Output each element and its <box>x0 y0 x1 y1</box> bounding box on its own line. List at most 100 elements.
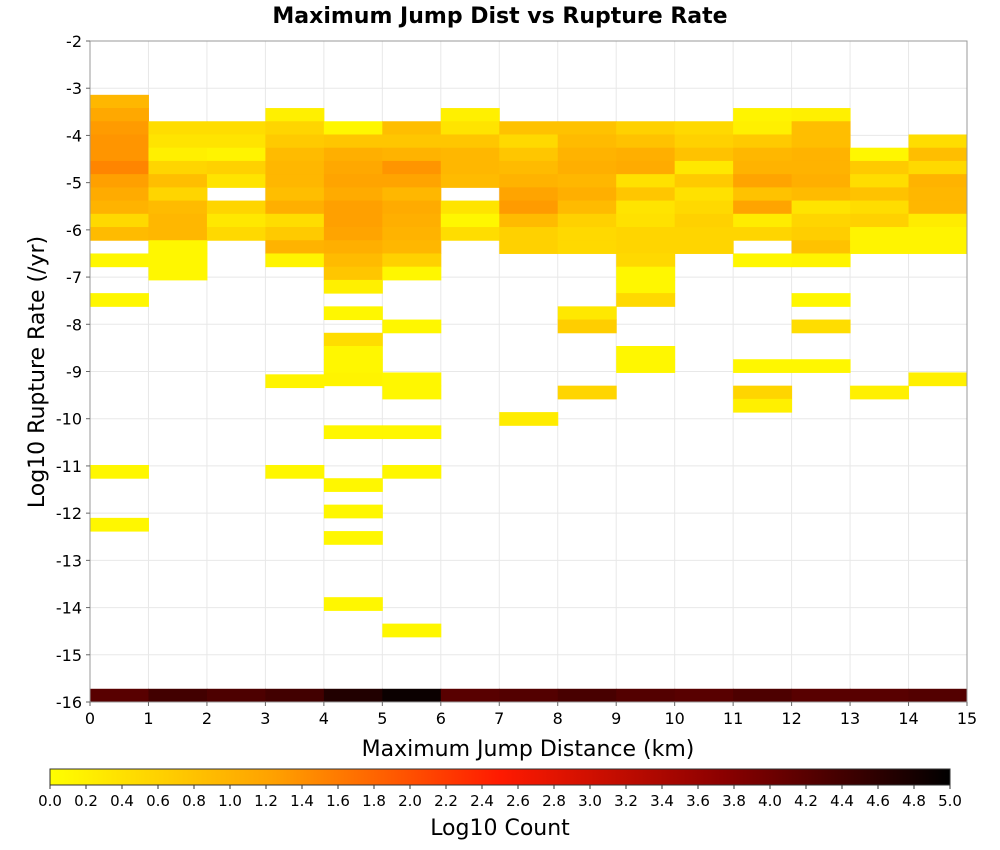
heatmap-cell <box>908 688 968 703</box>
heatmap-cell <box>323 134 383 149</box>
heatmap-cell <box>90 517 149 532</box>
heatmap-cell <box>674 213 734 228</box>
colorbar-tick-label: 4.4 <box>830 792 854 810</box>
heatmap-cell <box>265 187 325 202</box>
y-tick-label: -15 <box>56 646 82 665</box>
x-tick-label: 7 <box>494 709 504 728</box>
heatmap-cell <box>733 174 793 188</box>
heatmap-cell <box>148 240 208 254</box>
heatmap-cell <box>265 227 325 241</box>
heatmap-cell <box>90 147 149 162</box>
heatmap-cell <box>791 121 851 135</box>
heatmap-cell <box>733 359 793 373</box>
colorbar-tick-label: 4.0 <box>758 792 782 810</box>
heatmap-cell <box>265 253 325 268</box>
heatmap-cell <box>791 108 851 122</box>
heatmap-cell <box>382 187 442 202</box>
x-tick-label: 15 <box>957 709 977 728</box>
heatmap-cell <box>90 200 149 215</box>
heatmap-cell <box>90 121 149 135</box>
y-tick-label: -14 <box>56 599 82 618</box>
x-tick-label: 5 <box>377 709 387 728</box>
heatmap-cell <box>323 227 383 241</box>
heatmap-cell <box>382 623 442 638</box>
heatmap-cell <box>557 240 617 254</box>
y-tick-label: -8 <box>66 315 82 334</box>
x-tick-label: 6 <box>436 709 446 728</box>
heatmap-cell <box>382 240 442 254</box>
heatmap-cell <box>440 200 500 215</box>
colorbar-tick-label: 1.4 <box>290 792 314 810</box>
heatmap-cell <box>148 213 208 228</box>
heatmap-cell <box>908 227 968 241</box>
heatmap-cell <box>323 266 383 281</box>
heatmap-cell <box>616 213 676 228</box>
heatmap-cell <box>382 200 442 215</box>
heatmap-cell <box>323 200 383 215</box>
heatmap-cell <box>440 108 500 122</box>
heatmap-cell <box>265 213 325 228</box>
heatmap-cell <box>733 227 793 241</box>
heatmap-cell <box>791 160 851 175</box>
heatmap-cell <box>323 306 383 321</box>
heatmap-cell <box>382 319 442 334</box>
heatmap-cell <box>265 160 325 175</box>
heatmap-cell <box>382 385 442 400</box>
heatmap-cell <box>733 108 793 122</box>
heatmap-cell <box>616 293 676 307</box>
heatmap-cell <box>616 160 676 175</box>
heatmap-cell <box>382 266 442 281</box>
y-tick-label: -4 <box>66 126 82 145</box>
heatmap-cell <box>908 213 968 228</box>
heatmap-cell <box>908 200 968 215</box>
heatmap-cell <box>265 200 325 215</box>
colorbar-tick-label: 3.8 <box>722 792 746 810</box>
heatmap-cell <box>908 372 968 387</box>
heatmap-cell <box>90 688 149 703</box>
heatmap-cell <box>733 121 793 135</box>
heatmap-cell <box>557 121 617 135</box>
heatmap-cell <box>90 187 149 202</box>
colorbar-tick-label: 4.6 <box>866 792 890 810</box>
heatmap-cell <box>499 174 559 188</box>
heatmap-cell <box>382 160 442 175</box>
colorbar-tick-label: 1.8 <box>362 792 386 810</box>
heatmap-cell <box>499 147 559 162</box>
heatmap-cell <box>323 372 383 387</box>
y-axis-label: Log10 Rupture Rate (/yr) <box>25 236 50 508</box>
heatmap-cell <box>206 134 266 149</box>
heatmap-cell <box>323 425 383 440</box>
heatmap-cell <box>90 134 149 149</box>
heatmap-cell <box>616 200 676 215</box>
heatmap-cell <box>616 279 676 294</box>
y-tick-label: -7 <box>66 268 82 287</box>
heatmap-cell <box>733 253 793 268</box>
colorbar-tick-label: 4.8 <box>902 792 926 810</box>
heatmap-cell <box>90 253 149 268</box>
x-tick-label: 2 <box>202 709 212 728</box>
colorbar-tick-label: 2.0 <box>398 792 422 810</box>
heatmap-cell <box>557 385 617 400</box>
heatmap-cell <box>440 121 500 135</box>
heatmap-cell <box>674 227 734 241</box>
heatmap-cell <box>323 531 383 545</box>
heatmap-cell <box>440 174 500 188</box>
heatmap-cell <box>148 253 208 268</box>
heatmap-cell <box>557 160 617 175</box>
heatmap-cell <box>557 227 617 241</box>
heatmap-cell <box>323 478 383 492</box>
x-tick-label: 0 <box>85 709 95 728</box>
heatmap-cell <box>265 374 325 389</box>
heatmap-cells <box>90 94 968 703</box>
colorbar-tick-label: 0.0 <box>38 792 62 810</box>
y-axis-ticks: -2 -3 -4 -5 -6 -7 -8 -9 -10 -11 -12 -13 -14 -15 -16 <box>56 32 90 712</box>
heatmap-cell <box>557 134 617 149</box>
x-tick-label: 8 <box>553 709 563 728</box>
heatmap-cell <box>382 253 442 268</box>
heatmap-cell <box>323 332 383 347</box>
heatmap-cell <box>908 240 968 254</box>
heatmap-cell <box>206 200 266 215</box>
heatmap-cell <box>90 213 149 228</box>
heatmap-cell <box>557 213 617 228</box>
heatmap-cell <box>90 174 149 188</box>
